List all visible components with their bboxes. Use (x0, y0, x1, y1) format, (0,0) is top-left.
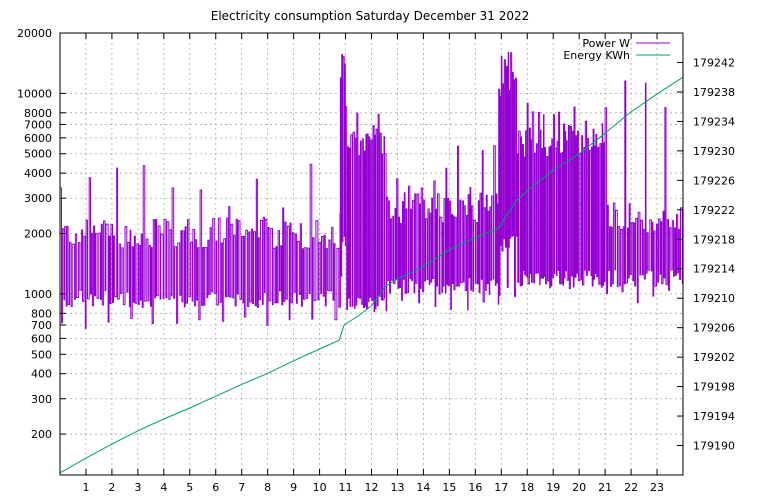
y2-tick-label: 179210 (693, 292, 735, 305)
y-tick-label: 2000 (24, 228, 52, 241)
y2-tick-label: 179230 (693, 145, 735, 158)
y-tick-label: 4000 (24, 167, 52, 180)
x-tick-label: 20 (572, 481, 586, 494)
x-tick-label: 3 (134, 481, 141, 494)
power-line (60, 51, 683, 329)
y2-tick-label: 179234 (693, 115, 735, 128)
x-tick-label: 6 (212, 481, 219, 494)
legend-label-energy: Energy KWh (563, 49, 630, 62)
x-tick-label: 7 (238, 481, 245, 494)
y-tick-label: 400 (31, 368, 52, 381)
x-tick-label: 16 (468, 481, 482, 494)
y-tick-label: 300 (31, 393, 52, 406)
y-tick-label: 600 (31, 332, 52, 345)
x-tick-label: 9 (290, 481, 297, 494)
power-series (60, 51, 683, 329)
y-tick-label: 7000 (24, 118, 52, 131)
x-tick-label: 11 (339, 481, 353, 494)
y2-tick-label: 179226 (693, 174, 735, 187)
y2-tick-label: 179214 (693, 263, 735, 276)
y2-tick-label: 179190 (693, 440, 735, 453)
y-tick-label: 20000 (17, 27, 52, 40)
x-tick-label: 17 (494, 481, 508, 494)
y-tick-label: 6000 (24, 132, 52, 145)
energy-series (59, 76, 684, 474)
chart-title: Electricity consumption Saturday Decembe… (211, 9, 530, 23)
x-tick-label: 13 (390, 481, 404, 494)
x-tick-label: 19 (546, 481, 560, 494)
y2-tick-label: 179242 (693, 56, 735, 69)
x-tick-label: 12 (365, 481, 379, 494)
legend-label-power: Power W (582, 37, 630, 50)
x-tick-label: 22 (624, 481, 638, 494)
y2-tick-label: 179218 (693, 233, 735, 246)
y2-axis: 179190 179194 179198 179202 179206 179210 1792… (677, 56, 735, 453)
y-tick-label: 1000 (24, 288, 52, 301)
y-tick-label: 500 (31, 348, 52, 361)
y-tick-label: 3000 (24, 192, 52, 205)
x-tick-label: 21 (598, 481, 612, 494)
energy-line (59, 76, 684, 474)
x-tick-label: 8 (264, 481, 271, 494)
x-tick-label: 1 (82, 481, 89, 494)
y-tick-label: 5000 (24, 148, 52, 161)
y-tick-label: 10000 (17, 87, 52, 100)
y2-tick-label: 179194 (693, 410, 735, 423)
y-tick-label: 200 (31, 428, 52, 441)
x-tick-label: 14 (416, 481, 430, 494)
y2-tick-label: 179202 (693, 351, 735, 364)
x-tick-label: 23 (650, 481, 664, 494)
y-tick-label: 700 (31, 319, 52, 332)
x-tick-label: 18 (520, 481, 534, 494)
y2-tick-label: 179206 (693, 322, 735, 335)
y2-tick-label: 179222 (693, 204, 735, 217)
y2-tick-label: 179198 (693, 381, 735, 394)
x-tick-label: 4 (160, 481, 167, 494)
x-tick-label: 15 (442, 481, 456, 494)
y-tick-label: 8000 (24, 107, 52, 120)
x-axis: 1 2 3 4 5 6 7 8 9 10 11 12 13 14 15 16 17 18 19 20 21 22 23 (82, 33, 664, 494)
y2-tick-label: 179238 (693, 86, 735, 99)
legend: Power W Energy KWh (563, 37, 670, 62)
x-tick-label: 5 (186, 481, 193, 494)
x-tick-label: 10 (313, 481, 327, 494)
y-tick-label: 800 (31, 307, 52, 320)
x-tick-label: 2 (108, 481, 115, 494)
